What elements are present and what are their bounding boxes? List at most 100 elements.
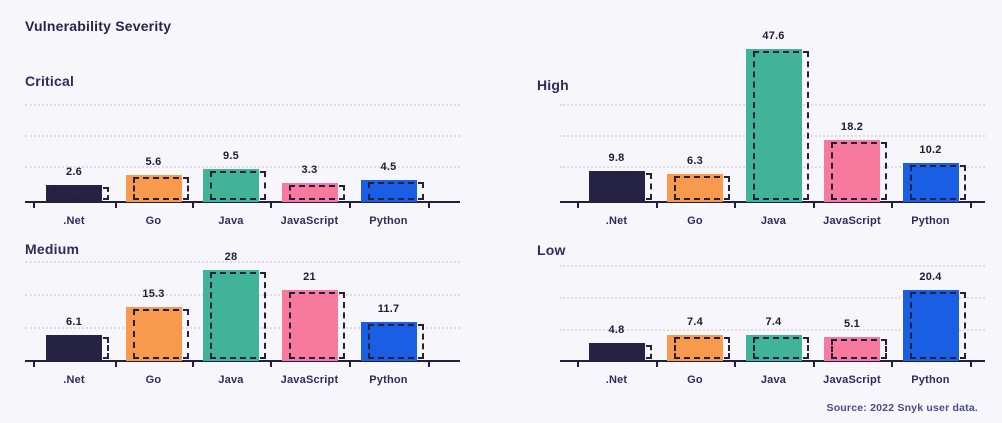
category-label-go-low: Go	[687, 374, 703, 386]
bar-echo-net-high	[595, 173, 652, 200]
axis-tick	[813, 203, 815, 208]
x-axis-line	[25, 201, 460, 203]
category-label-go-high: Go	[687, 215, 703, 227]
gridline	[25, 104, 460, 106]
category-label-go-medium: Go	[145, 374, 162, 386]
axis-tick	[349, 362, 351, 367]
bar-java-medium	[203, 270, 259, 361]
bar-echo-javascript-high	[831, 142, 887, 200]
category-label-java-high: Java	[760, 215, 787, 227]
value-label-javascript-critical: 3.3	[301, 164, 318, 176]
category-label-python-medium: Python	[369, 374, 408, 386]
bar-echo-go-low	[674, 337, 730, 359]
chart-title: Vulnerability Severity	[25, 18, 172, 34]
bar-echo-java-low	[752, 337, 809, 359]
axis-tick	[349, 203, 351, 208]
value-label-python-high: 10.2	[919, 144, 942, 156]
value-label-net-medium: 6.1	[66, 316, 82, 328]
bar-echo-python-critical	[367, 182, 424, 200]
x-axis-line	[560, 201, 985, 203]
bar-net-low	[588, 343, 645, 361]
value-label-go-critical: 5.6	[145, 156, 162, 168]
axis-tick	[970, 362, 972, 367]
x-axis-line	[25, 360, 460, 362]
axis-tick	[734, 203, 736, 208]
axis-tick	[656, 362, 658, 367]
axis-tick	[428, 203, 430, 208]
bar-echo-go-critical	[132, 177, 189, 200]
value-label-python-critical: 4.5	[380, 161, 397, 173]
bar-echo-python-low	[909, 292, 966, 359]
bar-echo-java-high	[752, 51, 809, 200]
axis-tick	[813, 362, 815, 367]
category-label-net-critical: .Net	[63, 215, 85, 227]
axis-tick	[970, 203, 972, 208]
value-label-python-medium: 11.7	[377, 303, 400, 315]
axis-tick	[33, 203, 35, 208]
category-label-net-high: .Net	[605, 215, 628, 227]
axis-tick	[115, 362, 117, 367]
bar-python-medium	[360, 322, 417, 361]
panel-critical: 2.6 .Net 5.6 Go 9.5 Java 3.3 JavaScript 4.5 Pytho…	[25, 43, 460, 227]
category-label-java-critical: Java	[218, 215, 244, 227]
gridline	[25, 166, 460, 168]
source-note: Source: 2022 Snyk user data.	[826, 402, 978, 414]
value-label-java-low: 7.4	[765, 316, 782, 328]
category-label-go-critical: Go	[145, 215, 162, 227]
gridline	[560, 297, 985, 299]
axis-tick	[192, 203, 194, 208]
value-label-net-high: 9.8	[608, 152, 625, 164]
axis-tick	[428, 362, 430, 367]
bar-java-high	[745, 49, 802, 202]
section-label-high: High	[537, 77, 569, 93]
value-label-javascript-low: 5.1	[844, 318, 860, 330]
bar-javascript-medium	[281, 290, 338, 361]
value-label-java-medium: 28	[224, 251, 238, 263]
axis-tick	[270, 362, 272, 367]
axis-tick	[270, 203, 272, 208]
axis-tick	[577, 203, 579, 208]
bar-java-low	[745, 335, 802, 361]
category-label-javascript-low: JavaScript	[823, 374, 881, 386]
bar-python-critical	[360, 180, 417, 202]
category-label-net-medium: .Net	[63, 374, 85, 386]
category-label-python-high: Python	[911, 215, 950, 227]
axis-tick	[734, 362, 736, 367]
bar-go-critical	[125, 175, 182, 202]
axis-tick	[115, 203, 117, 208]
bar-echo-javascript-medium	[288, 292, 345, 359]
value-label-javascript-medium: 21	[303, 271, 316, 283]
axis-tick	[33, 362, 35, 367]
value-label-net-critical: 2.6	[66, 166, 82, 178]
category-label-java-low: Java	[760, 374, 787, 386]
bar-echo-go-high	[674, 176, 730, 200]
bar-go-medium	[125, 307, 182, 361]
bar-echo-net-low	[595, 345, 652, 359]
bar-python-low	[902, 290, 959, 361]
category-label-python-critical: Python	[369, 215, 408, 227]
bar-echo-net-medium	[53, 337, 109, 359]
gridline	[25, 261, 460, 263]
gridline	[25, 135, 460, 137]
bar-go-low	[667, 335, 723, 361]
value-label-net-low: 4.8	[608, 324, 625, 336]
gridline	[560, 329, 985, 331]
bar-echo-go-medium	[132, 309, 189, 359]
axis-tick	[577, 362, 579, 367]
bar-java-critical	[203, 169, 259, 202]
bar-javascript-high	[824, 140, 880, 202]
bar-net-medium	[46, 335, 102, 361]
bar-net-high	[588, 171, 645, 202]
bar-net-critical	[46, 185, 102, 202]
category-label-javascript-critical: JavaScript	[280, 215, 339, 227]
category-label-python-low: Python	[911, 374, 950, 386]
value-label-javascript-high: 18.2	[840, 121, 864, 133]
bar-echo-python-high	[909, 165, 966, 200]
axis-tick	[891, 203, 893, 208]
axis-tick	[656, 203, 658, 208]
value-label-go-low: 7.4	[687, 316, 703, 328]
bar-echo-java-critical	[210, 171, 266, 200]
bar-echo-javascript-low	[831, 339, 887, 359]
category-label-javascript-medium: JavaScript	[280, 374, 339, 386]
